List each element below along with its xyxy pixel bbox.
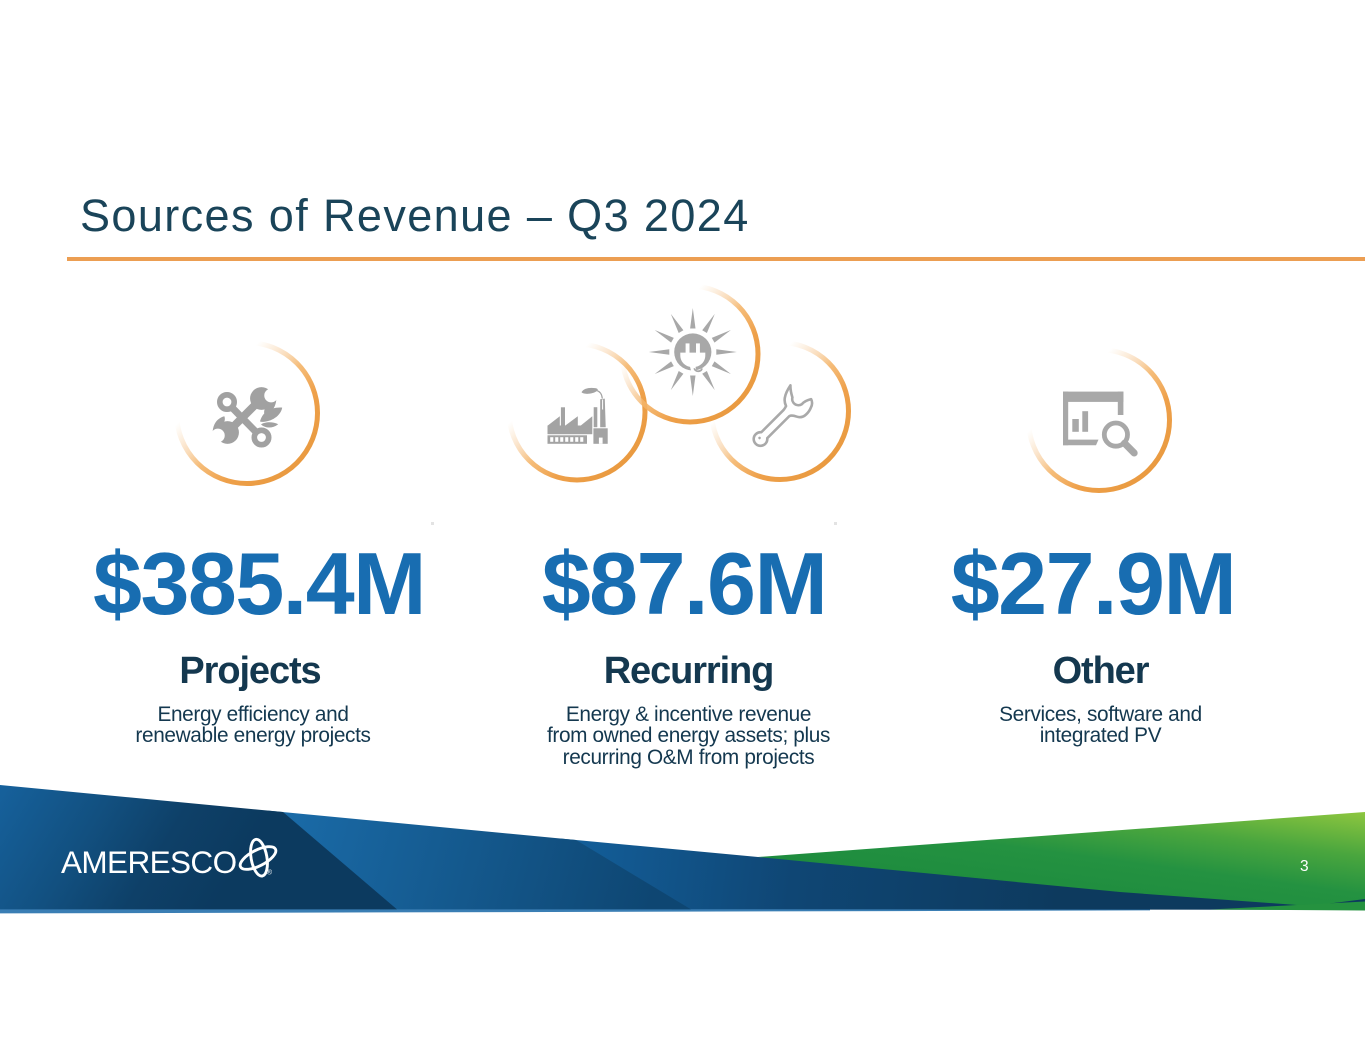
svg-text:®: ® (267, 868, 273, 877)
svg-text:3: 3 (1300, 858, 1309, 875)
svg-text:AMERESCO: AMERESCO (61, 844, 236, 880)
